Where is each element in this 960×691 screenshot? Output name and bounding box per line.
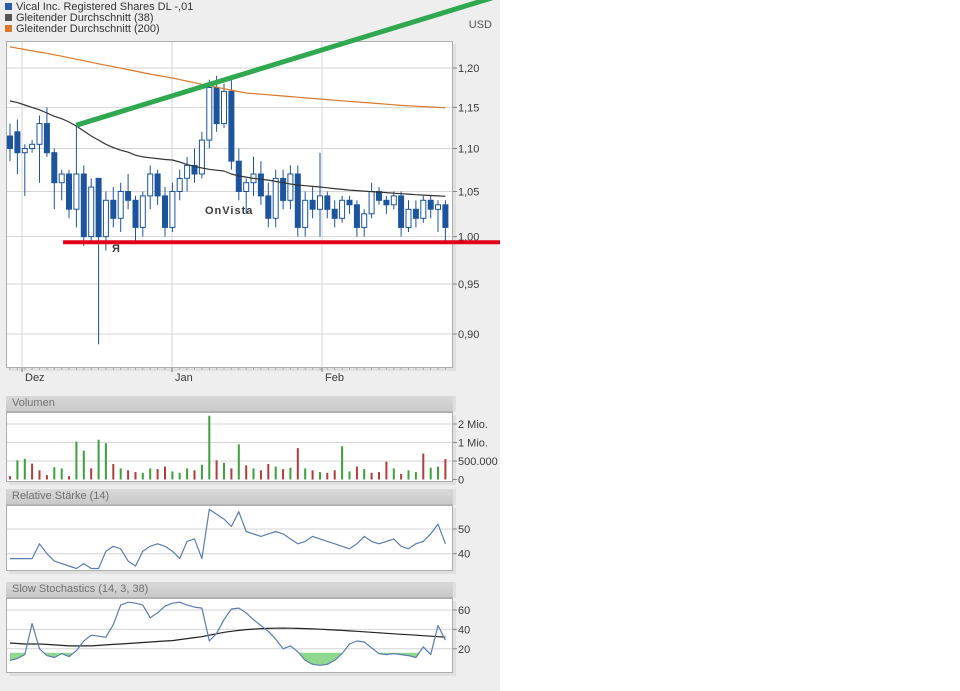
rsi-plot — [6, 505, 453, 571]
stochastics-panel-header: Slow Stochastics (14, 3, 38) — [6, 582, 453, 598]
legend-item: Gleitender Durchschnitt (200) — [5, 22, 193, 35]
legend-swatch-icon — [5, 25, 12, 32]
currency-axis-label: USD — [468, 19, 492, 31]
rsi-panel-header: Relative Stärke (14) — [6, 489, 453, 505]
volume-panel-header: Volumen — [6, 396, 453, 412]
chart-region: Vical Inc. Registered Shares DL -,01 Glei… — [0, 0, 500, 691]
legend-swatch-icon — [5, 14, 12, 21]
stochastics-plot — [6, 598, 453, 673]
legend-item: Vical Inc. Registered Shares DL -,01 — [5, 1, 193, 13]
price-chart-plot — [6, 41, 453, 368]
legend-item: Gleitender Durchschnitt (38) — [5, 12, 193, 24]
volume-plot — [6, 412, 453, 482]
legend-swatch-icon — [5, 3, 12, 10]
legend-label: Gleitender Durchschnitt (200) — [16, 22, 160, 35]
legend: Vical Inc. Registered Shares DL -,01 Glei… — [5, 1, 193, 35]
